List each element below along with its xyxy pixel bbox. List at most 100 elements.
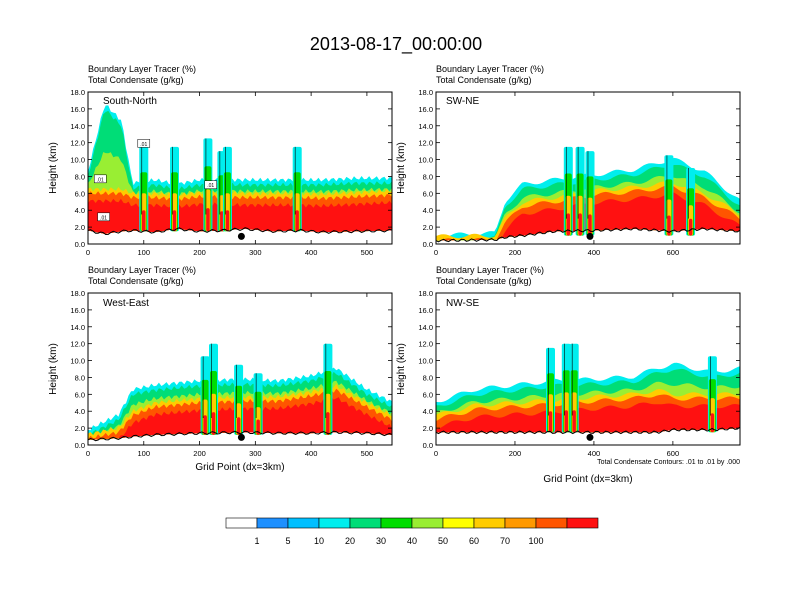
y-tick-label: 2.0 — [75, 223, 85, 232]
convective-tower — [142, 210, 146, 232]
x-tick-label: 500 — [361, 449, 374, 458]
convective-tower — [172, 210, 177, 232]
y-tick-label: 10.0 — [70, 156, 85, 165]
y-tick-label: 14.0 — [70, 122, 85, 131]
colorbar-label: 100 — [528, 536, 543, 546]
contour-label-box — [137, 139, 151, 148]
contour-label: .01 — [97, 177, 104, 183]
colorbar-swatch — [504, 517, 537, 529]
y-tick-label: 8.0 — [75, 172, 85, 181]
x-tick-label: 400 — [588, 248, 601, 257]
y-axis-label: Height (km) — [396, 343, 407, 395]
y-tick-label: 16.0 — [70, 306, 85, 315]
y-tick-label: 8.0 — [423, 373, 433, 382]
colorbar-swatch — [380, 517, 413, 529]
plot-area — [436, 146, 740, 243]
colorbar-label: 1 — [254, 536, 259, 546]
colorbar-swatch — [318, 517, 351, 529]
panel-label-tracer: Boundary Layer Tracer (%) — [88, 265, 196, 275]
location-marker — [237, 232, 245, 240]
y-axis: 0.0 2.0 4.0 6.0 8.0 10.0 12.0 14.0 16.0 18.0 — [70, 289, 392, 450]
contour-label: .01 — [100, 215, 107, 221]
x-tick-label: 300 — [249, 248, 262, 257]
terrain-line — [88, 430, 392, 442]
convective-tower — [688, 218, 693, 236]
x-tick-label: 300 — [249, 449, 262, 458]
colorbar: 1 5 10 20 30 40 50 60 70 100 — [225, 517, 599, 546]
y-tick-label: 16.0 — [418, 105, 433, 114]
contour-note: Total Condensate Contours: .01 to .01 by… — [597, 459, 740, 466]
figure-title: 2013-08-17_00:00:00 — [310, 34, 482, 55]
y-axis-label: Height (km) — [396, 142, 407, 194]
x-tick-label: 0 — [86, 449, 90, 458]
y-tick-label: 8.0 — [423, 172, 433, 181]
x-tick-label: 200 — [509, 449, 522, 458]
panel-sw-ne: Boundary Layer Tracer (%) Total Condensa… — [396, 64, 741, 257]
panel-label-condensate: Total Condensate (g/kg) — [88, 75, 184, 85]
convective-tower — [578, 213, 582, 236]
cross-section-label: West-East — [103, 298, 149, 309]
convective-tower — [236, 417, 241, 435]
panel-label-tracer: Boundary Layer Tracer (%) — [436, 265, 544, 275]
convective-tower — [667, 215, 671, 236]
colorbar-label: 10 — [314, 536, 324, 546]
terrain-line — [436, 426, 740, 435]
plot-frame — [435, 91, 741, 245]
panel-label-condensate: Total Condensate (g/kg) — [436, 75, 532, 85]
x-tick-label: 600 — [667, 449, 680, 458]
y-tick-label: 12.0 — [418, 340, 433, 349]
convective-tower — [566, 213, 570, 236]
y-tick-label: 2.0 — [423, 223, 433, 232]
tracer-band — [88, 198, 392, 234]
convective-tower — [548, 411, 553, 433]
y-tick-label: 0.0 — [75, 441, 85, 450]
colorbar-swatch — [442, 517, 475, 529]
x-tick-label: 0 — [434, 248, 438, 257]
y-axis: 0.0 2.0 4.0 6.0 8.0 10.0 12.0 14.0 16.0 18.0 — [418, 88, 740, 249]
cross-section-label: NW-SE — [446, 298, 479, 309]
y-tick-label: 18.0 — [418, 289, 433, 298]
contour-label-box — [204, 180, 217, 189]
y-tick-label: 10.0 — [70, 357, 85, 366]
colorbar-label: 40 — [407, 536, 417, 546]
colorbar-swatch — [473, 517, 506, 529]
y-tick-label: 0.0 — [423, 240, 433, 249]
x-axis: 0 200 400 600 — [434, 293, 679, 458]
colorbar-swatch — [411, 517, 444, 529]
x-tick-label: 100 — [138, 449, 151, 458]
contour-label: .01 — [140, 142, 147, 148]
convective-tower — [220, 211, 224, 232]
y-tick-label: 18.0 — [70, 88, 85, 97]
colorbar-swatch — [225, 517, 258, 529]
y-tick-label: 12.0 — [418, 139, 433, 148]
y-tick-label: 0.0 — [75, 240, 85, 249]
convective-tower — [256, 419, 260, 435]
y-tick-label: 16.0 — [70, 105, 85, 114]
terrain-line — [88, 227, 392, 236]
panel-nw-se: Boundary Layer Tracer (%) Total Condensa… — [396, 265, 741, 485]
contour-label-box — [94, 174, 107, 184]
colorbar-swatch — [566, 517, 599, 529]
convective-tower — [710, 413, 715, 433]
contour-label: .01 — [207, 183, 214, 189]
plot-area — [88, 343, 392, 442]
location-marker — [586, 232, 594, 240]
x-axis: 0 100 200 300 400 500 — [86, 293, 373, 458]
y-tick-label: 14.0 — [70, 323, 85, 332]
contour-label-box — [97, 212, 110, 222]
location-marker — [237, 433, 245, 441]
x-axis: 0 200 400 600 — [434, 92, 679, 257]
panel-label-tracer: Boundary Layer Tracer (%) — [88, 64, 196, 74]
y-tick-label: 18.0 — [418, 88, 433, 97]
convective-tower — [295, 210, 299, 232]
y-tick-label: 4.0 — [75, 407, 85, 416]
colorbar-swatch — [535, 517, 568, 529]
x-tick-label: 0 — [86, 248, 90, 257]
colorbar-label: 5 — [285, 536, 290, 546]
convective-tower — [572, 410, 576, 433]
y-axis-label: Height (km) — [48, 343, 59, 395]
x-tick-label: 100 — [138, 248, 151, 257]
y-tick-label: 8.0 — [75, 373, 85, 382]
panel-label-condensate: Total Condensate (g/kg) — [88, 276, 184, 286]
y-tick-label: 14.0 — [418, 122, 433, 131]
